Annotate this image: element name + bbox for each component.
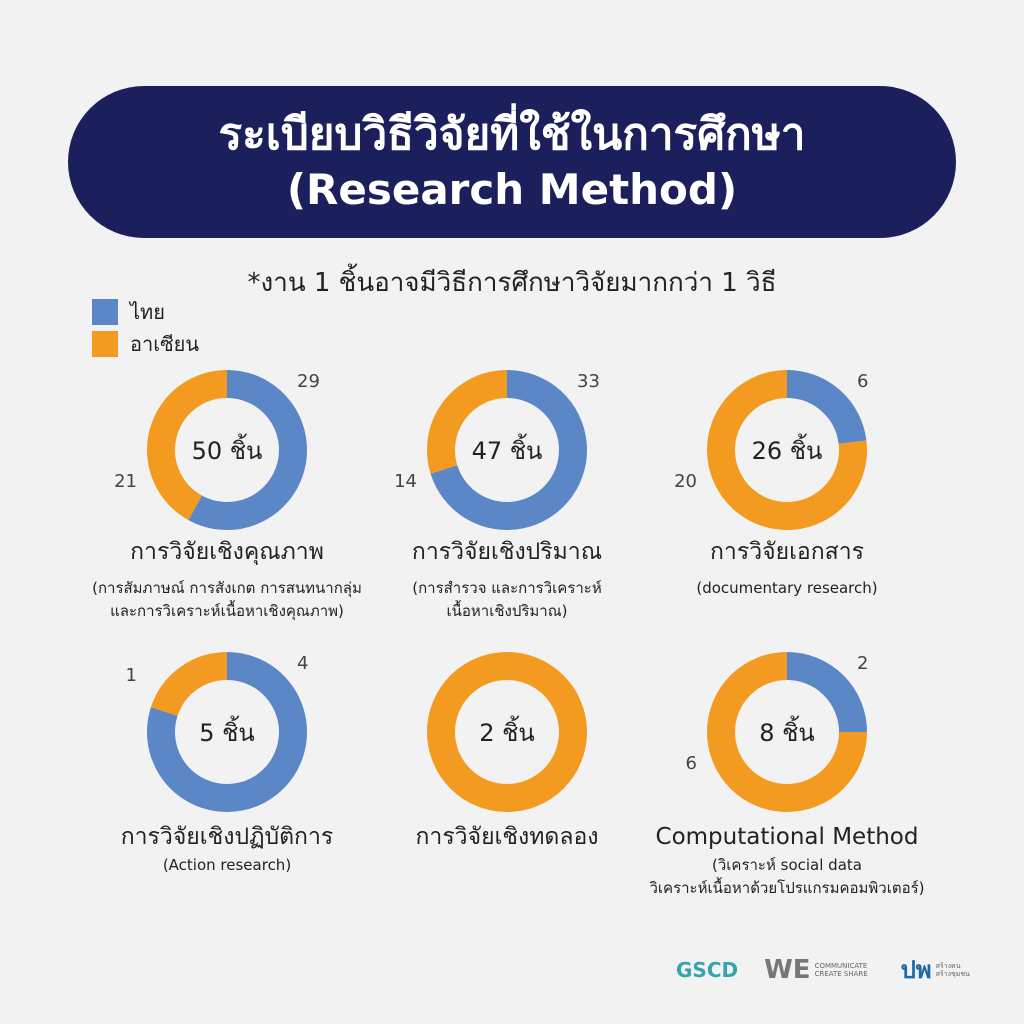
donut-segment-thai	[430, 370, 587, 530]
title-thai: ระเบียบวิธีวิจัยที่ใช้ในการศึกษา	[218, 109, 806, 160]
we-logo: WE COMMUNICATE CREATE SHARE	[764, 955, 874, 985]
chart-title: Computational Method	[655, 824, 919, 850]
value-label-asean: 20	[674, 471, 697, 492]
gscd-logo: GSCD	[676, 958, 738, 982]
donut-segment-asean	[707, 652, 867, 812]
donut-center-label: 50 ชิ้น	[192, 433, 263, 465]
chart-subtitle: (Action research)	[77, 854, 377, 877]
chart-caption: การวิจัยเอกสาร (documentary research)	[637, 537, 937, 600]
donut-segment-asean	[707, 370, 867, 530]
chart-title: การวิจัยเชิงปริมาณ	[411, 539, 603, 565]
value-label-thai: 2	[857, 653, 868, 674]
chart-subtitle-line: และการวิเคราะห์เนื้อหาเชิงคุณภาพ)	[110, 602, 344, 620]
chart-subtitle-line: (documentary research)	[696, 579, 878, 597]
chart-subtitle-line: วิเคราะห์เนื้อหาด้วยโปรแกรมคอมพิวเตอร์)	[649, 879, 925, 897]
donut-center-label: 26 ชิ้น	[752, 433, 823, 465]
value-label-thai: 6	[857, 371, 868, 392]
value-label-thai: 33	[577, 371, 600, 392]
value-label-thai: 4	[297, 653, 308, 674]
donut-center-label: 8 ชิ้น	[759, 715, 815, 747]
value-label-asean: 6	[686, 753, 697, 774]
gscd-logo-text: GSCD	[676, 957, 739, 982]
chart-subtitle: (documentary research)	[637, 577, 937, 600]
legend-item-asean: อาเซียน	[92, 328, 199, 360]
chart-caption: การวิจัยเชิงปฏิบัติการ (Action research)	[77, 822, 377, 877]
donut-center-label: 47 ชิ้น	[472, 433, 543, 465]
chart-title: การวิจัยเชิงคุณภาพ	[130, 539, 324, 565]
legend: ไทย อาเซียน	[92, 296, 199, 360]
donut-segment-asean	[150, 652, 228, 717]
chart-subtitle-line: (Action research)	[162, 856, 292, 874]
chart-title: การวิจัยเชิงปฏิบัติการ	[120, 824, 334, 850]
donut-segment-asean	[427, 370, 508, 474]
chart-subtitle-line: (การสัมภาษณ์ การสังเกต การสนทนากลุ่ม	[92, 579, 362, 597]
donut-segment-thai	[786, 370, 867, 445]
chart-caption: การวิจัยเชิงทดลอง	[357, 822, 657, 852]
chart-subtitle: (การสำรวจ และการวิเคราะห์เนื้อหาเชิงปริม…	[357, 577, 657, 623]
we-logo-tagline: COMMUNICATE CREATE SHARE	[814, 961, 868, 978]
value-label-asean: 21	[114, 471, 137, 492]
chart-subtitle-line: เนื้อหาเชิงปริมาณ)	[446, 602, 568, 620]
chart-caption: การวิจัยเชิงปริมาณ (การสำรวจ และการวิเครา…	[357, 537, 657, 623]
donut-center-label: 5 ชิ้น	[199, 715, 255, 747]
chart-title: การวิจัยเชิงทดลอง	[415, 824, 599, 850]
legend-label-thai: ไทย	[130, 300, 165, 324]
title-english: (Research Method)	[286, 165, 738, 214]
donut-center-label: 2 ชิ้น	[479, 715, 535, 747]
legend-swatch-thai	[92, 299, 118, 325]
donut-segment-thai	[786, 652, 867, 733]
chart-subtitle-line: (การสำรวจ และการวิเคราะห์	[412, 579, 602, 597]
legend-label-asean: อาเซียน	[130, 332, 200, 356]
donut-segment-thai	[147, 652, 307, 812]
title-banner: ระเบียบวิธีวิจัยที่ใช้ในการศึกษา (Resear…	[68, 86, 956, 238]
donut-segment-asean	[427, 652, 587, 812]
value-label-thai: 29	[297, 371, 320, 392]
legend-item-thai: ไทย	[92, 296, 199, 328]
chart-subtitle: (วิเคราะห์ social data วิเคราะห์เนื้อหาด้…	[637, 854, 937, 900]
value-label-asean: 14	[394, 471, 417, 492]
chart-title: การวิจัยเอกสาร	[710, 539, 864, 565]
pp-logo-text: ปพ	[900, 956, 932, 984]
donut-segment-thai	[188, 370, 307, 530]
footnote: *งาน 1 ชิ้นอาจมีวิธีการศึกษาวิจัยมากกว่า…	[247, 268, 777, 298]
chart-subtitle: (การสัมภาษณ์ การสังเกต การสนทนากลุ่มและก…	[77, 577, 377, 623]
pp-logo-tagline: สร้างคน สร้างชุมชน	[935, 961, 970, 978]
legend-swatch-asean	[92, 331, 118, 357]
value-label-asean: 1	[126, 665, 137, 686]
chart-caption: Computational Method (วิเคราะห์ social da…	[637, 822, 937, 900]
donut-segment-asean	[147, 370, 228, 521]
pp-logo: ปพ สร้างคน สร้างชุมชน	[901, 950, 976, 989]
partner-logos: GSCD WE COMMUNICATE CREATE SHARE ปพ สร้า…	[676, 950, 976, 989]
we-logo-text: WE	[764, 954, 811, 985]
chart-subtitle-line: (วิเคราะห์ social data	[712, 856, 862, 874]
chart-caption: การวิจัยเชิงคุณภาพ (การสัมภาษณ์ การสังเกต…	[77, 537, 377, 623]
